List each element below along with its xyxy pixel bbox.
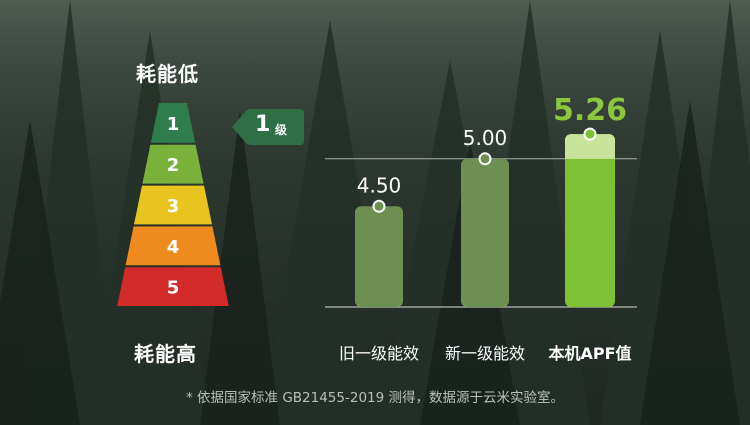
energy-level-label-4: 4: [167, 237, 180, 258]
bar-1: [461, 158, 509, 307]
energy-level-label-2: 2: [167, 155, 180, 176]
bar-0-value-label: 4.50: [357, 173, 402, 197]
category-label-2: 本机APF值: [548, 344, 631, 363]
energy-level-label-5: 5: [167, 278, 180, 299]
energy-level-band-1: [150, 103, 196, 143]
grade-badge-number: 1: [255, 112, 271, 137]
grade-badge-unit: 级: [275, 123, 288, 137]
energy-level-band-4: [125, 226, 221, 266]
energy-level-band-3: [134, 185, 212, 225]
energy-level-band-5: [117, 267, 229, 306]
energy-level-label-3: 3: [167, 196, 180, 217]
high-consumption-label: 耗能高: [134, 342, 197, 366]
bar-2-value-label: 5.26: [553, 93, 627, 128]
category-label-1: 新一级能效: [445, 344, 525, 363]
low-consumption-label: 耗能低: [136, 62, 199, 86]
bar-1-value-label: 5.00: [463, 126, 508, 150]
energy-level-label-1: 1: [167, 114, 180, 135]
bar-2-excess-fill: [565, 152, 615, 159]
bar-2-marker: [583, 127, 597, 141]
grade-badge: [232, 109, 304, 145]
category-label-0: 旧一级能效: [339, 344, 419, 363]
footnote: * 依据国家标准 GB21455-2019 测得，数据源于云米实验室。: [185, 390, 565, 406]
bar-1-marker: [478, 152, 492, 166]
bar-2: [565, 134, 615, 307]
bar-0-marker: [372, 199, 386, 213]
bar-0: [355, 206, 403, 307]
energy-level-band-2: [142, 144, 204, 184]
bar-2-excess: [565, 134, 615, 159]
